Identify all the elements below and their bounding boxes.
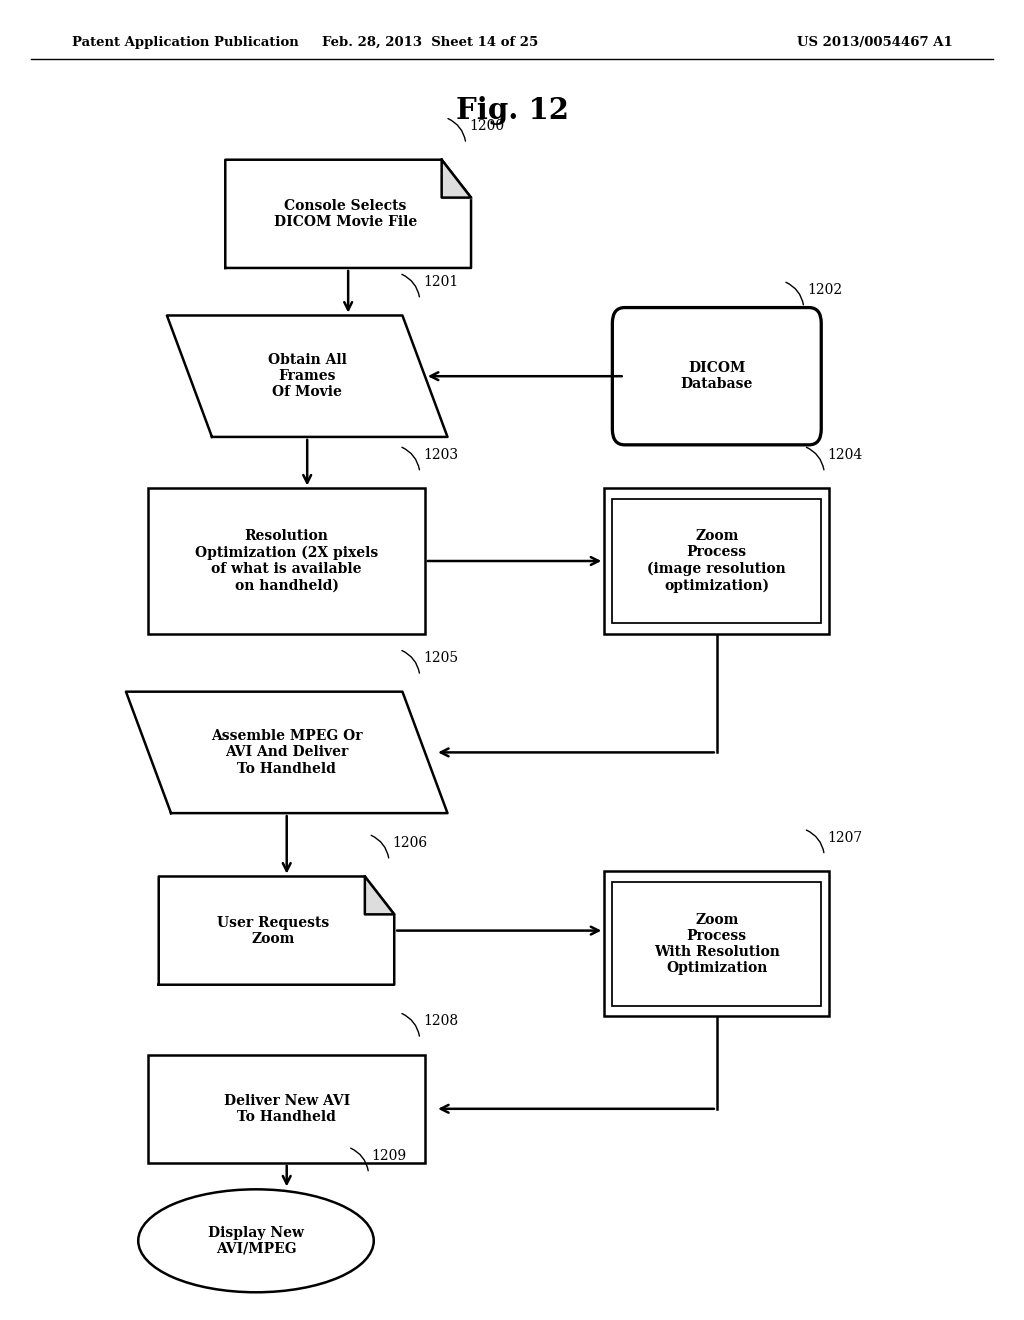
Text: Resolution
Optimization (2X pixels
of what is available
on handheld): Resolution Optimization (2X pixels of wh… (196, 529, 378, 593)
Text: Zoom
Process
With Resolution
Optimization: Zoom Process With Resolution Optimizatio… (654, 912, 779, 975)
Text: Patent Application Publication: Patent Application Publication (72, 36, 298, 49)
Text: 1201: 1201 (423, 275, 458, 289)
FancyBboxPatch shape (612, 308, 821, 445)
Ellipse shape (138, 1189, 374, 1292)
Polygon shape (441, 160, 471, 198)
Polygon shape (225, 160, 471, 268)
Bar (612, 499, 821, 623)
Text: 1205: 1205 (423, 651, 458, 665)
Text: 1209: 1209 (372, 1148, 407, 1163)
Text: User Requests
Zoom: User Requests Zoom (217, 916, 330, 945)
Bar (612, 882, 821, 1006)
Bar (604, 488, 829, 634)
Text: Fig. 12: Fig. 12 (456, 96, 568, 125)
Polygon shape (159, 876, 394, 985)
Bar (148, 1055, 425, 1163)
Polygon shape (167, 315, 447, 437)
Text: Display New
AVI/MPEG: Display New AVI/MPEG (208, 1226, 304, 1255)
Polygon shape (365, 876, 394, 915)
Text: Zoom
Process
(image resolution
optimization): Zoom Process (image resolution optimizat… (647, 529, 786, 593)
Text: Obtain All
Frames
Of Movie: Obtain All Frames Of Movie (267, 352, 347, 400)
Text: Feb. 28, 2013  Sheet 14 of 25: Feb. 28, 2013 Sheet 14 of 25 (322, 36, 539, 49)
Text: 1207: 1207 (827, 830, 862, 845)
Text: US 2013/0054467 A1: US 2013/0054467 A1 (797, 36, 952, 49)
Bar (148, 488, 425, 634)
Polygon shape (126, 692, 447, 813)
Text: 1206: 1206 (392, 836, 427, 850)
Text: 1204: 1204 (827, 447, 862, 462)
Bar (604, 871, 829, 1016)
Text: 1208: 1208 (423, 1014, 458, 1028)
Text: DICOM
Database: DICOM Database (681, 362, 753, 391)
Text: Console Selects
DICOM Movie File: Console Selects DICOM Movie File (273, 199, 417, 228)
Text: 1203: 1203 (423, 447, 458, 462)
Text: 1200: 1200 (469, 119, 504, 133)
Text: 1202: 1202 (807, 282, 842, 297)
Text: Assemble MPEG Or
AVI And Deliver
To Handheld: Assemble MPEG Or AVI And Deliver To Hand… (211, 729, 362, 776)
Text: Deliver New AVI
To Handheld: Deliver New AVI To Handheld (223, 1094, 350, 1123)
